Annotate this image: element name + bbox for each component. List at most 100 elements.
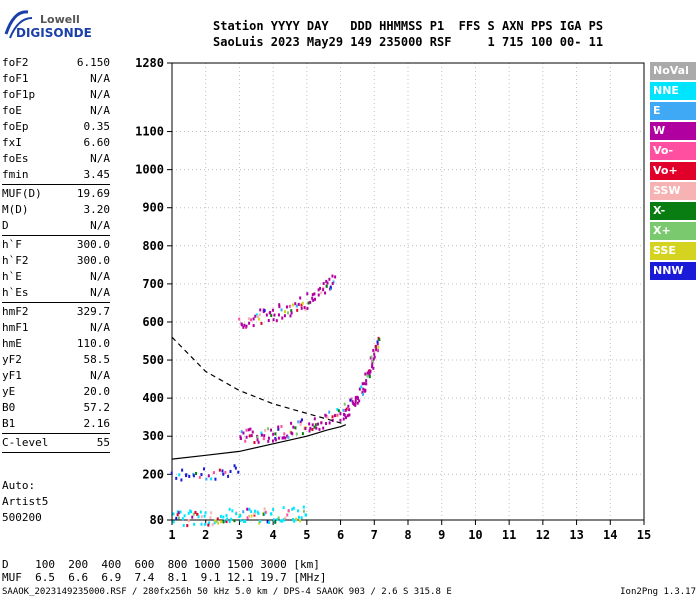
echo-point xyxy=(294,302,297,306)
echo-point xyxy=(364,372,367,376)
echo-point xyxy=(225,513,228,517)
echo-point xyxy=(257,512,260,516)
echo-point xyxy=(266,520,269,524)
echo-point xyxy=(356,396,359,400)
x-tick-label: 9 xyxy=(438,528,445,542)
legend-item: X+ xyxy=(650,222,696,240)
echo-point xyxy=(306,306,309,310)
echo-point xyxy=(287,509,290,513)
echo-point xyxy=(287,435,290,439)
echo-point xyxy=(222,515,225,519)
echo-point xyxy=(181,468,184,472)
echo-point xyxy=(242,431,245,435)
echo-point xyxy=(348,413,351,417)
echo-point xyxy=(253,512,256,516)
echo-point xyxy=(285,305,288,309)
echo-point xyxy=(290,311,293,315)
echo-point xyxy=(208,521,211,525)
param-value: N/A xyxy=(90,152,110,165)
echo-point xyxy=(187,519,190,523)
echo-point xyxy=(304,427,307,431)
echo-point xyxy=(300,418,303,422)
echo-point xyxy=(192,474,195,478)
echo-point xyxy=(245,435,248,439)
echo-point xyxy=(291,432,294,436)
param-row: yF1 N/A xyxy=(2,368,110,384)
echo-point xyxy=(370,355,373,359)
echo-point xyxy=(307,301,310,305)
y-tick-label: 1100 xyxy=(135,125,164,139)
echo-point xyxy=(175,476,178,480)
param-value: N/A xyxy=(90,104,110,117)
echo-point xyxy=(293,519,296,523)
echo-point xyxy=(292,517,295,521)
echo-point xyxy=(223,519,226,523)
echo-point xyxy=(248,321,251,325)
echo-point xyxy=(302,505,305,509)
echo-point xyxy=(372,348,375,352)
echo-point xyxy=(278,303,281,307)
x-tick-label: 13 xyxy=(569,528,583,542)
x-tick-label: 6 xyxy=(337,528,344,542)
echo-point xyxy=(268,311,271,315)
param-name: hmE xyxy=(2,337,22,350)
echo-point xyxy=(280,308,283,312)
echo-point xyxy=(240,323,243,327)
echo-point xyxy=(258,317,261,321)
echo-point xyxy=(199,510,202,514)
echo-point xyxy=(270,512,273,516)
echo-point xyxy=(372,359,375,363)
legend-item: SSE xyxy=(650,242,696,260)
echo-point xyxy=(288,304,291,308)
echo-point xyxy=(284,516,287,520)
echo-point xyxy=(286,434,289,438)
echo-point xyxy=(376,340,379,344)
param-row: B0 57.2 xyxy=(2,400,110,416)
logo-mark xyxy=(4,10,33,39)
echo-point xyxy=(180,478,183,482)
polarization-legend: NoVal NNE E W Vo- Vo+ SSW X- X+ SSE NNW xyxy=(650,62,696,282)
param-row: C-level 55 xyxy=(2,435,110,451)
echo-point xyxy=(342,417,345,421)
echo-point xyxy=(204,522,207,526)
echo-point xyxy=(304,307,307,311)
echo-point xyxy=(205,477,208,481)
logo-line1: Lowell xyxy=(40,13,80,26)
echo-point xyxy=(239,514,242,518)
param-row: h`F 300.0 xyxy=(2,237,110,253)
param-value: 6.150 xyxy=(76,56,110,69)
echo-point xyxy=(300,516,303,520)
echo-point xyxy=(373,355,376,359)
param-value: 300.0 xyxy=(76,254,110,267)
echo-point xyxy=(320,421,323,425)
echo-point xyxy=(263,507,266,511)
echo-point xyxy=(240,430,243,434)
echo-point xyxy=(207,474,210,478)
echo-point xyxy=(298,515,301,519)
param-name: yE xyxy=(2,385,16,398)
echo-point xyxy=(244,439,247,443)
echo-point xyxy=(230,517,233,521)
echo-point xyxy=(346,414,349,418)
echo-point xyxy=(277,313,280,317)
echo-point xyxy=(262,437,265,441)
echo-point xyxy=(267,439,270,443)
echo-point xyxy=(239,519,242,523)
y-tick-label: 1000 xyxy=(135,163,164,177)
echo-point xyxy=(350,397,353,401)
echo-point xyxy=(187,511,190,515)
param-row: hmE 110.0 xyxy=(2,336,110,352)
echo-point xyxy=(248,507,251,511)
param-row: foEs N/A xyxy=(2,151,110,167)
param-name: M(D) xyxy=(2,203,29,216)
param-row: MUF(D) 19.69 xyxy=(2,186,110,202)
param-row: M(D) 3.20 xyxy=(2,202,110,218)
echo-point xyxy=(287,311,290,315)
echo-point xyxy=(259,519,262,523)
echo-point xyxy=(318,427,321,431)
y-tick-label: 700 xyxy=(142,277,164,291)
param-name: yF2 xyxy=(2,353,22,366)
echo-point xyxy=(343,413,346,417)
y-tick-label: 400 xyxy=(142,391,164,405)
echo-point xyxy=(275,319,278,323)
